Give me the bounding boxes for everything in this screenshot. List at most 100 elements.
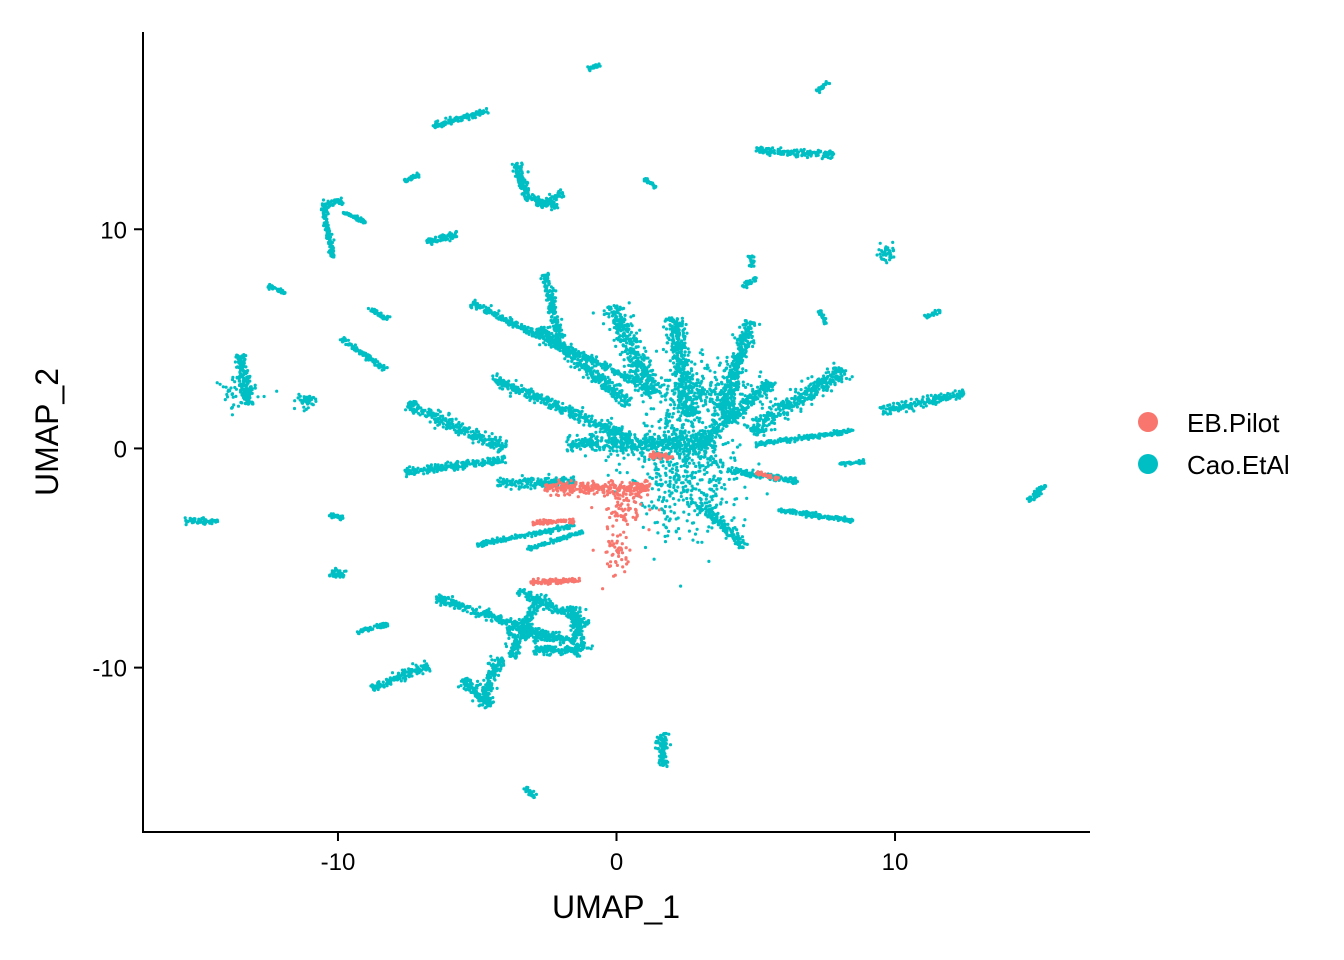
point: [569, 365, 573, 369]
point: [637, 457, 641, 461]
point: [840, 432, 844, 436]
point: [495, 316, 499, 320]
point: [663, 540, 668, 544]
point: [602, 309, 606, 313]
point: [689, 367, 694, 371]
point: [576, 418, 580, 422]
point: [708, 487, 712, 491]
point: [702, 388, 707, 392]
point: [663, 490, 667, 494]
point: [723, 389, 727, 393]
point: [520, 383, 524, 388]
point: [730, 530, 734, 534]
point: [615, 383, 619, 387]
point: [625, 471, 629, 475]
point: [586, 376, 590, 380]
point: [524, 389, 529, 393]
point: [735, 476, 739, 480]
point: [625, 437, 630, 442]
point: [733, 336, 737, 340]
point: [664, 398, 668, 402]
point: [841, 518, 845, 522]
point: [644, 436, 648, 440]
point: [667, 337, 671, 342]
point: [558, 349, 562, 353]
point: [705, 367, 709, 371]
point: [686, 370, 690, 374]
point: [712, 418, 716, 422]
point: [533, 401, 537, 405]
point: [668, 485, 672, 489]
point: [613, 427, 617, 431]
point: [740, 370, 745, 374]
point: [843, 372, 847, 376]
point: [540, 329, 544, 333]
point: [656, 444, 660, 449]
point: [751, 344, 755, 349]
point: [806, 511, 810, 515]
point: [636, 383, 640, 387]
point: [604, 439, 608, 443]
point: [701, 404, 705, 408]
point: [671, 497, 676, 501]
point: [696, 391, 700, 395]
point: [677, 363, 681, 367]
point: [583, 436, 587, 441]
point: [643, 424, 648, 428]
point: [673, 345, 677, 349]
point: [712, 406, 717, 410]
point: [682, 474, 686, 478]
point: [743, 394, 747, 398]
point: [498, 376, 502, 380]
point: [726, 400, 731, 404]
point: [691, 425, 695, 429]
point: [598, 430, 602, 434]
point: [600, 378, 604, 382]
point: [733, 396, 737, 400]
point: [733, 367, 737, 372]
point: [786, 417, 790, 421]
point: [719, 460, 723, 464]
point: [655, 389, 659, 393]
point: [672, 319, 676, 324]
point: [752, 427, 756, 431]
point: [732, 456, 737, 460]
point: [697, 447, 701, 451]
point: [723, 442, 728, 446]
point: [687, 504, 691, 508]
point: [685, 363, 690, 367]
point: [752, 321, 756, 325]
point: [725, 355, 729, 359]
point: [743, 319, 747, 323]
point: [523, 392, 527, 397]
point: [693, 362, 697, 366]
point: [668, 412, 672, 416]
point: [731, 438, 735, 442]
point: [525, 328, 530, 333]
point: [657, 437, 662, 441]
point: [649, 407, 653, 411]
point: [700, 429, 705, 433]
point: [697, 469, 701, 473]
point: [577, 368, 582, 372]
point: [553, 327, 557, 331]
point: [806, 387, 810, 391]
point: [617, 335, 621, 339]
point: [585, 372, 589, 377]
point: [612, 338, 616, 342]
point: [708, 512, 712, 516]
point: [710, 428, 714, 433]
point: [643, 505, 647, 509]
point: [647, 437, 652, 441]
point: [670, 491, 674, 495]
point: [599, 363, 604, 367]
point: [669, 460, 673, 464]
point: [705, 470, 709, 475]
point: [657, 419, 661, 424]
points-layer: [183, 62, 1048, 800]
point: [760, 402, 765, 406]
point: [621, 442, 625, 447]
point: [680, 481, 684, 485]
point: [607, 315, 611, 319]
point: [676, 386, 680, 390]
